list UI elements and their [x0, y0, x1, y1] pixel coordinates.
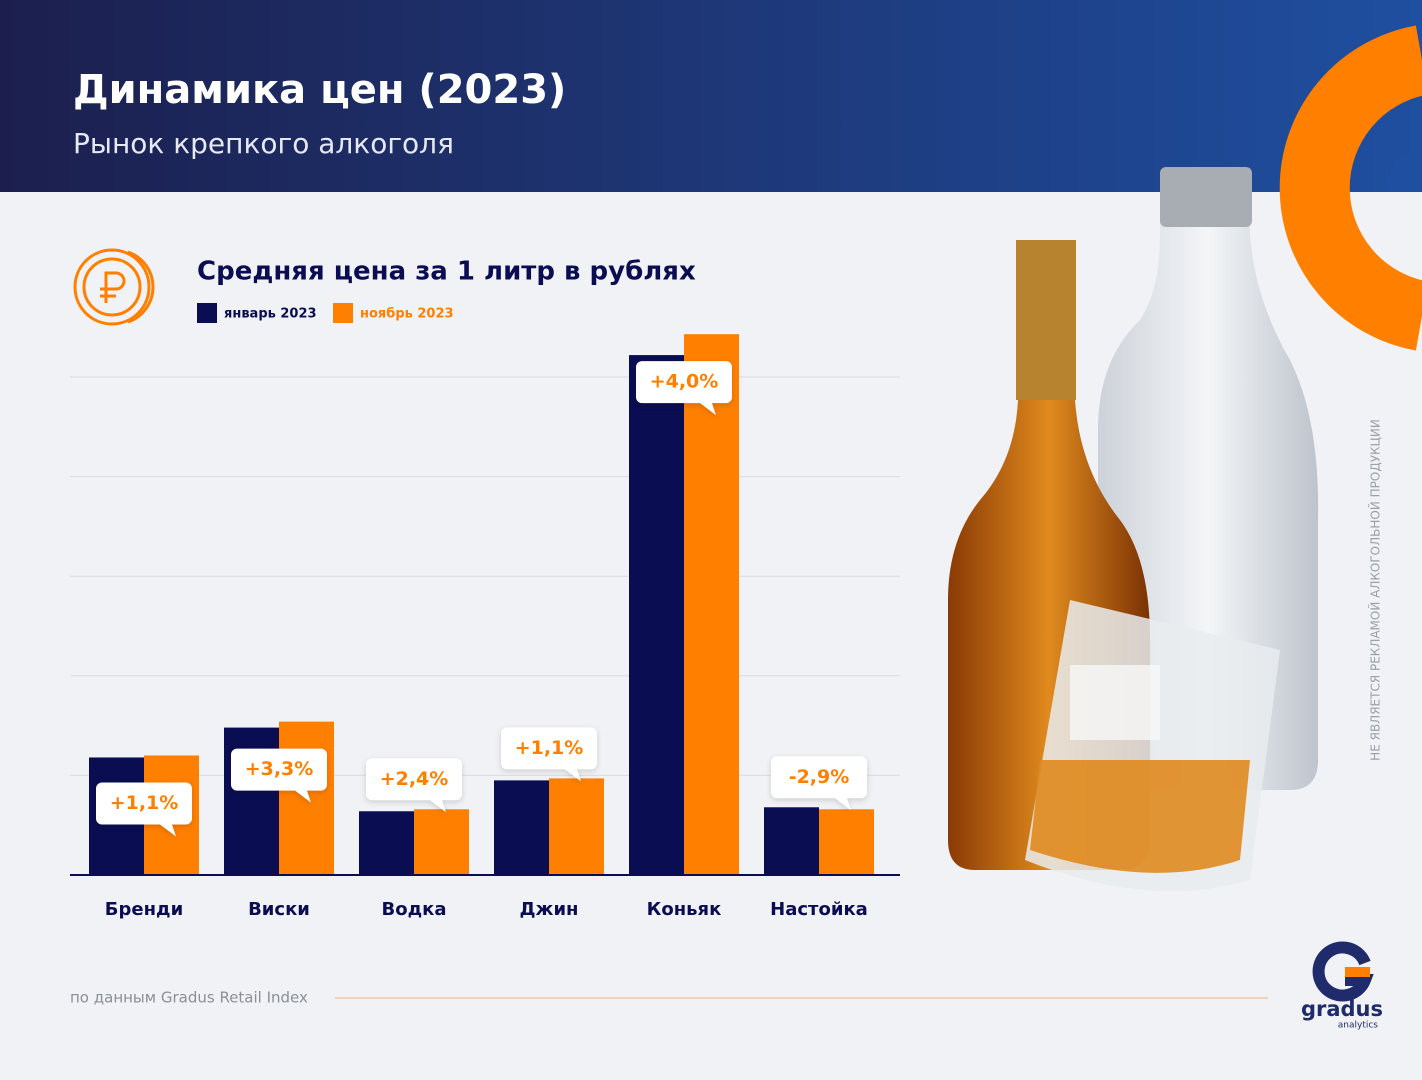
bar [629, 355, 684, 875]
product-photo [948, 167, 1319, 892]
bar [549, 778, 604, 875]
bar [494, 780, 549, 875]
callout-bubble [771, 756, 867, 811]
callout-label: -2,9% [789, 766, 850, 788]
callout-bubble [96, 782, 192, 837]
callout-label: +1,1% [110, 792, 179, 814]
callout-label: +2,4% [380, 768, 449, 790]
bar [819, 809, 874, 875]
source: по данным Gradus Retail Index [70, 989, 308, 1007]
callout-bubble [366, 758, 462, 813]
callout-bubble [231, 748, 327, 803]
bar [684, 334, 739, 875]
logo-mark [1312, 941, 1374, 1002]
x-tick-label: Водка [382, 899, 447, 920]
legend-label: ноябрь 2023 [360, 307, 454, 322]
disclaimer: НЕ ЯВЛЯЕТСЯ РЕКЛАМОЙ АЛКОГОЛЬНОЙ ПРОДУКЦ… [1368, 419, 1383, 761]
x-tick-label: Настойка [770, 899, 868, 920]
title: Динамика цен (2023) [73, 67, 566, 113]
x-tick-label: Джин [520, 899, 579, 920]
callout-label: +4,0% [650, 371, 719, 393]
bar [414, 809, 469, 875]
x-tick-label: Коньяк [647, 899, 722, 920]
subtitle: Рынок крепкого алкоголя [73, 127, 454, 160]
legend-label: январь 2023 [224, 307, 317, 322]
ring-decor [1279, 25, 1422, 351]
coin-icon [73, 248, 155, 326]
logo-tagline: analytics [1338, 1021, 1379, 1031]
callout-bubble [636, 361, 732, 416]
ring-inner [1384, 150, 1422, 192]
x-tick-label: Бренди [105, 899, 183, 920]
logo-name: gradus [1301, 997, 1383, 1021]
header [0, 0, 1422, 192]
callout-label: +1,1% [515, 737, 584, 759]
x-tick-label: Виски [248, 899, 310, 920]
bar [764, 807, 819, 875]
chart-title: Средняя цена за 1 литр в рублях [197, 257, 696, 287]
bar [359, 811, 414, 875]
legend-swatch [333, 303, 353, 323]
callout-bubble [501, 727, 597, 782]
callout-label: +3,3% [245, 758, 314, 780]
legend-swatch [197, 303, 217, 323]
